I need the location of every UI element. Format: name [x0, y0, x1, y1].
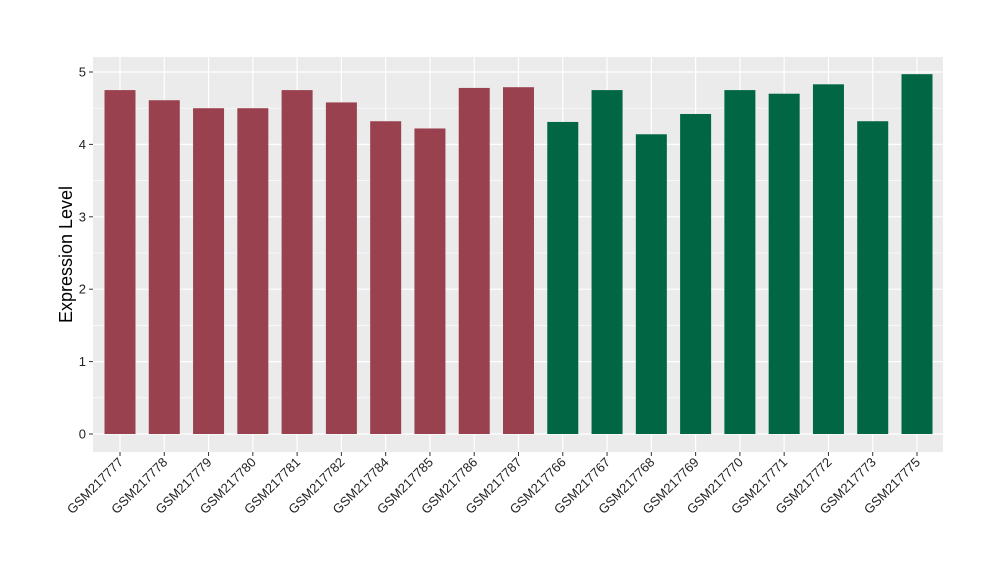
bar-GSM217769 — [680, 113, 712, 434]
y-axis: 0 1 2 3 4 5 — [79, 65, 93, 442]
bar-GSM217777 — [104, 90, 136, 434]
bar-GSM217771 — [768, 93, 800, 434]
bar-GSM217782 — [325, 102, 357, 435]
y-tick-label: 5 — [79, 65, 86, 80]
bar-GSM217773 — [857, 121, 889, 435]
bars — [104, 74, 933, 435]
bar-GSM217778 — [148, 100, 180, 435]
y-tick-label: 1 — [79, 354, 86, 369]
y-tick-label: 2 — [79, 282, 86, 297]
bar-GSM217780 — [237, 108, 269, 434]
bar-GSM217781 — [281, 90, 313, 434]
bar-GSM217787 — [503, 87, 534, 434]
bar-GSM217786 — [458, 87, 490, 434]
y-tick-label: 0 — [79, 427, 86, 442]
x-axis: GSM217777GSM217778GSM217779GSM217780GSM2… — [64, 452, 923, 517]
bar-GSM217770 — [724, 90, 756, 434]
y-tick-label: 3 — [79, 209, 86, 224]
bar-GSM217766 — [547, 121, 579, 435]
bar-GSM217767 — [591, 90, 623, 434]
bar-GSM217785 — [414, 128, 446, 435]
bar-GSM217768 — [635, 134, 667, 434]
y-axis-label: Expression Level — [56, 186, 76, 323]
bar-GSM217779 — [193, 108, 225, 434]
bar-GSM217784 — [370, 121, 402, 435]
bar-GSM217775 — [901, 74, 933, 434]
bar-GSM217772 — [812, 84, 844, 435]
y-tick-label: 4 — [79, 137, 86, 152]
